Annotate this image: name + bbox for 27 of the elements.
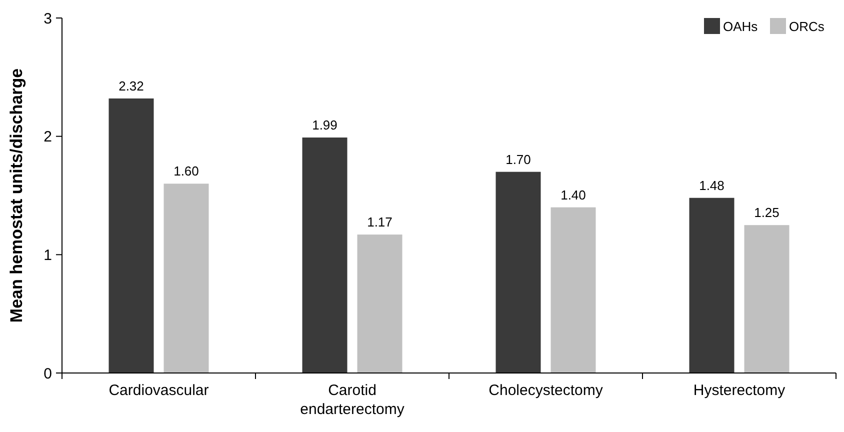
y-tick-label: 3 (44, 10, 52, 28)
bar (689, 198, 734, 373)
bar (302, 138, 348, 373)
x-tick-label: Hysterectomy (693, 382, 786, 399)
x-tick-label: Cardiovascular (108, 382, 209, 399)
data-label: 1.40 (560, 187, 586, 202)
bar (164, 184, 209, 373)
bar (550, 207, 596, 373)
data-label: 1.99 (312, 118, 338, 133)
data-label: 1.17 (367, 214, 392, 230)
y-tick-label: 1 (44, 246, 52, 264)
x-tick-label: Cholecystectomy (488, 382, 604, 399)
bar (357, 234, 402, 373)
x-tick-label: Carotid endarterectomy (300, 382, 405, 418)
data-label: 1.48 (699, 178, 724, 193)
legend-label: ORCs (789, 19, 825, 34)
data-label: 1.60 (174, 164, 199, 179)
y-tick-label: 0 (44, 365, 52, 382)
bar (496, 172, 541, 373)
data-label: 1.25 (754, 205, 780, 220)
legend-label: OAHs (723, 19, 758, 34)
y-axis-title: Mean hemostat units/discharge (7, 68, 26, 323)
bar (108, 98, 154, 373)
data-label: 1.70 (506, 152, 531, 167)
bar (744, 225, 790, 373)
y-tick-label: 2 (44, 128, 52, 146)
data-label: 2.32 (118, 78, 144, 94)
